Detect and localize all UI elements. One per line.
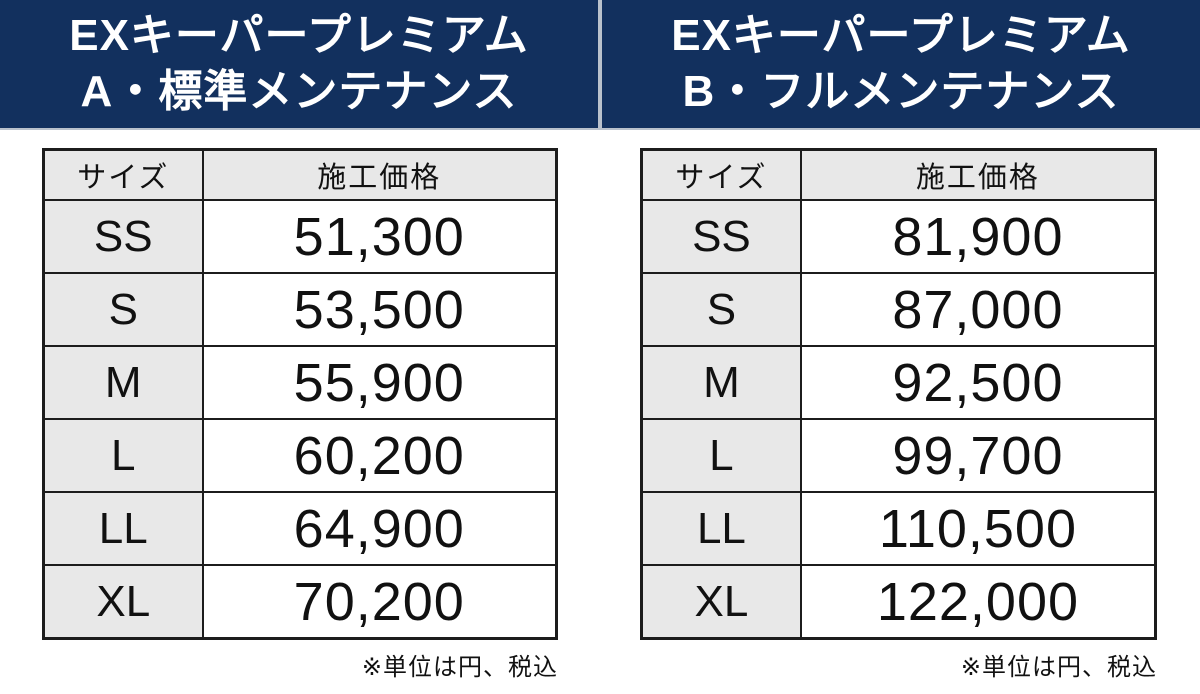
price-cell: 92,500 — [799, 345, 1157, 420]
price-cell: 53,500 — [201, 272, 558, 347]
price-cell: 64,900 — [201, 491, 558, 566]
price-table-plan-b: サイズ 施工価格 SS 81,900 S 87,000 M 92,500 L 9… — [640, 148, 1157, 640]
price-cell: 110,500 — [799, 491, 1157, 566]
table-row: S 53,500 — [42, 272, 558, 347]
size-cell: S — [640, 272, 802, 347]
price-cell: 51,300 — [201, 199, 558, 274]
footnote-plan-a: ※単位は円、税込 — [361, 654, 558, 681]
table-header-row: サイズ 施工価格 — [640, 148, 1157, 201]
size-cell: L — [640, 418, 802, 493]
footnote-plan-b: ※単位は円、税込 — [960, 654, 1157, 681]
size-cell: M — [42, 345, 204, 420]
price-cell: 122,000 — [799, 564, 1157, 640]
price-table-plan-a: サイズ 施工価格 SS 51,300 S 53,500 M 55,900 L 6… — [42, 148, 558, 640]
size-cell: SS — [42, 199, 204, 274]
column-header-size: サイズ — [640, 148, 802, 201]
banner-a-title-line2: A・標準メンテナンス — [80, 67, 518, 116]
table-row: L 99,700 — [640, 418, 1157, 493]
size-cell: M — [640, 345, 802, 420]
column-header-price: 施工価格 — [799, 148, 1157, 201]
table-row: SS 81,900 — [640, 199, 1157, 274]
size-cell: L — [42, 418, 204, 493]
price-cell: 87,000 — [799, 272, 1157, 347]
size-cell: XL — [640, 564, 802, 640]
price-cell: 70,200 — [201, 564, 558, 640]
price-cell: 60,200 — [201, 418, 558, 493]
table-row: XL 122,000 — [640, 564, 1157, 640]
banner-a-title-line1: EXキーパープレミアム — [69, 11, 529, 60]
table-row: LL 64,900 — [42, 491, 558, 566]
table-row: XL 70,200 — [42, 564, 558, 640]
banner-b-title-line1: EXキーパープレミアム — [671, 11, 1131, 60]
table-row: S 87,000 — [640, 272, 1157, 347]
column-header-price: 施工価格 — [201, 148, 558, 201]
size-cell: LL — [640, 491, 802, 566]
banner-plan-b: EXキーパープレミアム B・フルメンテナンス — [602, 0, 1200, 128]
price-cell: 55,900 — [201, 345, 558, 420]
size-cell: SS — [640, 199, 802, 274]
title-banner-row: EXキーパープレミアム A・標準メンテナンス EXキーパープレミアム B・フルメ… — [0, 0, 1200, 130]
banner-plan-a: EXキーパープレミアム A・標準メンテナンス — [0, 0, 598, 128]
price-cell: 99,700 — [799, 418, 1157, 493]
size-cell: LL — [42, 491, 204, 566]
table-row: L 60,200 — [42, 418, 558, 493]
table-row: M 55,900 — [42, 345, 558, 420]
table-row: LL 110,500 — [640, 491, 1157, 566]
price-cell: 81,900 — [799, 199, 1157, 274]
column-header-size: サイズ — [42, 148, 204, 201]
size-cell: S — [42, 272, 204, 347]
banner-divider — [598, 0, 602, 128]
table-header-row: サイズ 施工価格 — [42, 148, 558, 201]
banner-b-title-line2: B・フルメンテナンス — [682, 67, 1120, 116]
size-cell: XL — [42, 564, 204, 640]
table-row: SS 51,300 — [42, 199, 558, 274]
table-row: M 92,500 — [640, 345, 1157, 420]
